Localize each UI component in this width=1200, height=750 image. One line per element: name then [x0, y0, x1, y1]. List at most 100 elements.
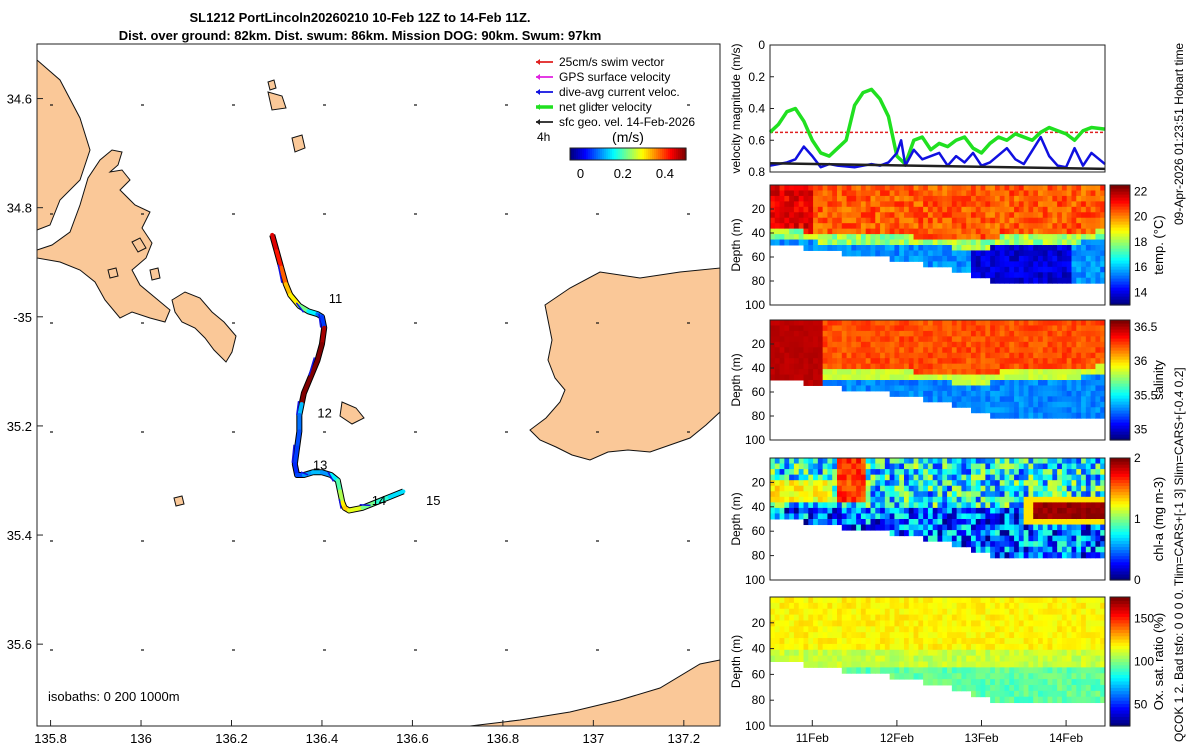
colorbar-cell: [596, 148, 599, 160]
map-ytick-label: 35.6: [7, 637, 32, 652]
colorbar-cell: [674, 148, 677, 160]
figure-title-line2: Dist. over ground: 82km. Dist. swum: 86k…: [118, 28, 602, 43]
colorbar-cell: [622, 148, 625, 160]
colorbar-cell: [578, 148, 581, 160]
colorbar-tick: 0: [577, 166, 584, 181]
day-label: 11: [329, 291, 343, 306]
colorbar-frame: [569, 147, 687, 161]
isobath-annotation: isobaths: 0 200 1000m: [48, 689, 180, 704]
day-label: 14: [372, 493, 386, 508]
colorbar-cell: [660, 148, 663, 160]
colorbar-cell: [586, 148, 589, 160]
colorbar-cell: [602, 148, 605, 160]
figure-title-line1: SL1212 PortLincoln20260210 10-Feb 12Z to…: [189, 10, 531, 25]
current-vector: [338, 499, 342, 509]
track-segment: [274, 249, 284, 270]
day-label: 12: [317, 406, 331, 421]
glider-track: 11 12 13 14 15: [269, 232, 440, 514]
colorbar-cell: [662, 148, 665, 160]
colorbar-cell: [616, 148, 619, 160]
track-segment: [387, 489, 406, 499]
qc-side-text: QCOK 1 2. Bad tsfo: 0 0 0 0. Tlim=CARS+[…: [1172, 367, 1186, 742]
colorbar-cell: [572, 148, 575, 160]
land-polygon: [131, 237, 147, 253]
legend-arrowhead: [536, 59, 540, 65]
colorbar-cell: [642, 148, 645, 160]
colorbar-cell: [626, 148, 629, 160]
colorbar-cell: [634, 148, 637, 160]
colorbar-cell: [646, 148, 649, 160]
colorbar-tick: 0.2: [614, 166, 632, 181]
track-segment: [308, 358, 320, 379]
colorbar-cell: [604, 148, 607, 160]
map-xtick-label: 136.4: [306, 731, 339, 746]
map-xtick-label: 136.2: [215, 731, 248, 746]
land-polygon: [36, 58, 91, 231]
legend-entry: net glider velocity: [559, 100, 652, 114]
map-ytick-label: -35: [13, 310, 32, 325]
legend-interval: 4h: [537, 130, 550, 144]
map-frame: [36, 43, 721, 727]
colorbar-cell: [576, 148, 579, 160]
legend-entry: dive-avg current veloc.: [559, 85, 680, 99]
current-vector: [291, 444, 295, 463]
colorbar-cell: [632, 148, 635, 160]
land-polygon: [36, 149, 171, 323]
colorbar-cell: [676, 148, 679, 160]
land-polygon: [107, 267, 119, 279]
colorbar-cell: [672, 148, 675, 160]
day-label: 15: [426, 493, 440, 508]
colorbar-cell: [606, 148, 609, 160]
colorbar-cell: [636, 148, 639, 160]
colorbar-cell: [590, 148, 593, 160]
track-segment: [315, 342, 324, 363]
map-ytick-label: 35.4: [7, 528, 32, 543]
legend-entry: GPS surface velocity: [559, 70, 670, 84]
colorbar-cell: [608, 148, 611, 160]
colorbar-cell: [592, 148, 595, 160]
colorbar-cell: [658, 148, 661, 160]
current-vector: [318, 313, 322, 328]
current-vector: [327, 471, 335, 482]
legend-arrowhead: [536, 119, 540, 125]
map-xtick-label: 135.8: [34, 731, 67, 746]
track-outline: [269, 234, 405, 514]
colorbar-cell: [668, 148, 671, 160]
colorbar-cell: [570, 148, 573, 160]
colorbar-cell: [644, 148, 647, 160]
map-axis-ticks: 135.8 136 136.2 136.4 136.6 136.8 137 137.234.6…: [7, 92, 700, 746]
track-segment: [319, 325, 327, 347]
colorbar-cell: [610, 148, 613, 160]
colorbar-cell: [618, 148, 621, 160]
colorbar-cell: [680, 148, 683, 160]
colorbar-cell: [614, 148, 617, 160]
colorbar-cell: [666, 148, 669, 160]
legend-arrowhead: [536, 74, 540, 80]
colorbar-cell: [640, 148, 643, 160]
current-vector: [296, 400, 300, 415]
timestamp-side-text: 09-Apr-2026 01:23:51 Hobart time: [1172, 42, 1186, 225]
land-polygon: [469, 659, 721, 727]
colorbar-cell: [588, 148, 591, 160]
track-segment: [279, 265, 288, 287]
colorbar-cell: [624, 148, 627, 160]
map-ytick-label: 35.2: [7, 419, 32, 434]
legend-entry: sfc geo. vel. 14-Feb-2026: [559, 115, 695, 129]
map-vector-grid: [50, 104, 690, 651]
map-xtick-label: 136.6: [396, 731, 429, 746]
colorbar-cell: [684, 148, 687, 160]
legend-arrowhead: [536, 104, 540, 110]
colorbar-cell: [582, 148, 585, 160]
colorbar-cell: [620, 148, 623, 160]
current-vector: [308, 357, 316, 376]
track-segment: [292, 445, 300, 467]
colorbar-cell: [600, 148, 603, 160]
colorbar-cell: [654, 148, 657, 160]
colorbar-cell: [612, 148, 615, 160]
land-polygon: [529, 267, 721, 461]
day-label: 13: [313, 458, 327, 473]
track-segment: [374, 494, 392, 505]
colorbar-cell: [574, 148, 577, 160]
colorbar-cell: [670, 148, 673, 160]
colorbar-cell: [678, 148, 681, 160]
